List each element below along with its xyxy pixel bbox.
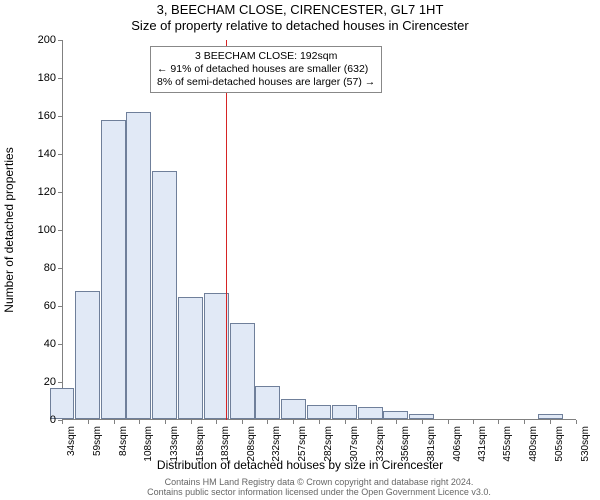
y-tick-label: 80 <box>24 262 56 274</box>
credit-text: Contains HM Land Registry data © Crown c… <box>62 478 576 498</box>
x-tick-label: 257sqm <box>297 426 308 462</box>
x-tick <box>114 420 115 424</box>
histogram-bar <box>75 291 100 419</box>
x-tick-label: 133sqm <box>169 426 180 462</box>
x-tick-label: 307sqm <box>349 426 360 462</box>
histogram-bar <box>152 171 177 419</box>
histogram-bar <box>255 386 280 419</box>
x-tick <box>396 420 397 424</box>
y-tick <box>58 268 62 269</box>
x-tick <box>422 420 423 424</box>
x-tick <box>293 420 294 424</box>
y-axis-label: Number of detached properties <box>2 147 16 312</box>
credit-line-2: Contains public sector information licen… <box>62 488 576 498</box>
histogram-bar <box>178 297 203 420</box>
address: 3, BEECHAM CLOSE, CIRENCESTER, GL7 1HT <box>0 2 600 17</box>
y-tick <box>58 230 62 231</box>
y-tick-label: 160 <box>24 110 56 122</box>
x-tick-label: 406sqm <box>452 426 463 462</box>
y-tick <box>58 344 62 345</box>
y-tick-label: 40 <box>24 338 56 350</box>
y-tick-label: 0 <box>24 414 56 426</box>
x-tick-label: 183sqm <box>220 426 231 462</box>
y-tick <box>58 382 62 383</box>
y-tick-label: 140 <box>24 148 56 160</box>
x-tick-label: 505sqm <box>554 426 565 462</box>
annotation-line: ← 91% of detached houses are smaller (63… <box>157 63 375 76</box>
histogram-bar <box>101 120 126 419</box>
x-tick <box>165 420 166 424</box>
histogram-bar <box>126 112 151 419</box>
x-axis-label: Distribution of detached houses by size … <box>0 458 600 472</box>
y-axis-line <box>62 40 63 420</box>
x-tick-label: 356sqm <box>400 426 411 462</box>
y-tick <box>58 192 62 193</box>
histogram-bar <box>409 414 434 419</box>
histogram-plot: 020406080100120140160180200 34sqm59sqm84… <box>62 40 576 420</box>
x-tick <box>524 420 525 424</box>
chart-title: Size of property relative to detached ho… <box>0 18 600 33</box>
histogram-bar <box>332 405 357 419</box>
histogram-bar <box>383 411 408 420</box>
x-tick-label: 381sqm <box>426 426 437 462</box>
y-tick <box>58 154 62 155</box>
x-tick-label: 59sqm <box>92 426 103 456</box>
x-tick <box>242 420 243 424</box>
x-tick-label: 282sqm <box>323 426 334 462</box>
y-tick-label: 200 <box>24 34 56 46</box>
histogram-bar <box>230 323 255 419</box>
x-tick-label: 530sqm <box>580 426 591 462</box>
x-tick-label: 431sqm <box>477 426 488 462</box>
x-tick <box>191 420 192 424</box>
y-tick-label: 60 <box>24 300 56 312</box>
x-tick-label: 34sqm <box>66 426 77 456</box>
x-tick-label: 158sqm <box>195 426 206 462</box>
x-tick <box>319 420 320 424</box>
x-tick-label: 455sqm <box>502 426 513 462</box>
y-tick <box>58 306 62 307</box>
x-tick-label: 232sqm <box>271 426 282 462</box>
x-tick <box>498 420 499 424</box>
annotation-line: 3 BEECHAM CLOSE: 192sqm <box>157 50 375 63</box>
y-tick <box>58 78 62 79</box>
x-tick-label: 480sqm <box>528 426 539 462</box>
x-tick <box>62 420 63 424</box>
y-tick <box>58 40 62 41</box>
x-tick-label: 108sqm <box>143 426 154 462</box>
x-tick <box>216 420 217 424</box>
x-tick <box>345 420 346 424</box>
x-tick <box>448 420 449 424</box>
x-tick-label: 84sqm <box>118 426 129 456</box>
x-tick-label: 332sqm <box>375 426 386 462</box>
y-tick <box>58 116 62 117</box>
y-tick-label: 100 <box>24 224 56 236</box>
reference-line <box>226 40 227 420</box>
y-tick-label: 120 <box>24 186 56 198</box>
annotation-box: 3 BEECHAM CLOSE: 192sqm← 91% of detached… <box>150 46 382 93</box>
histogram-bar <box>358 407 383 419</box>
x-tick <box>267 420 268 424</box>
x-tick <box>576 420 577 424</box>
x-tick-label: 208sqm <box>246 426 257 462</box>
histogram-bar <box>307 405 332 419</box>
x-tick <box>473 420 474 424</box>
histogram-bar <box>538 414 563 419</box>
annotation-line: 8% of semi-detached houses are larger (5… <box>157 76 375 89</box>
x-tick <box>371 420 372 424</box>
y-tick-label: 20 <box>24 376 56 388</box>
x-tick <box>139 420 140 424</box>
x-tick <box>88 420 89 424</box>
histogram-bar <box>281 399 306 419</box>
x-tick <box>550 420 551 424</box>
y-tick-label: 180 <box>24 72 56 84</box>
